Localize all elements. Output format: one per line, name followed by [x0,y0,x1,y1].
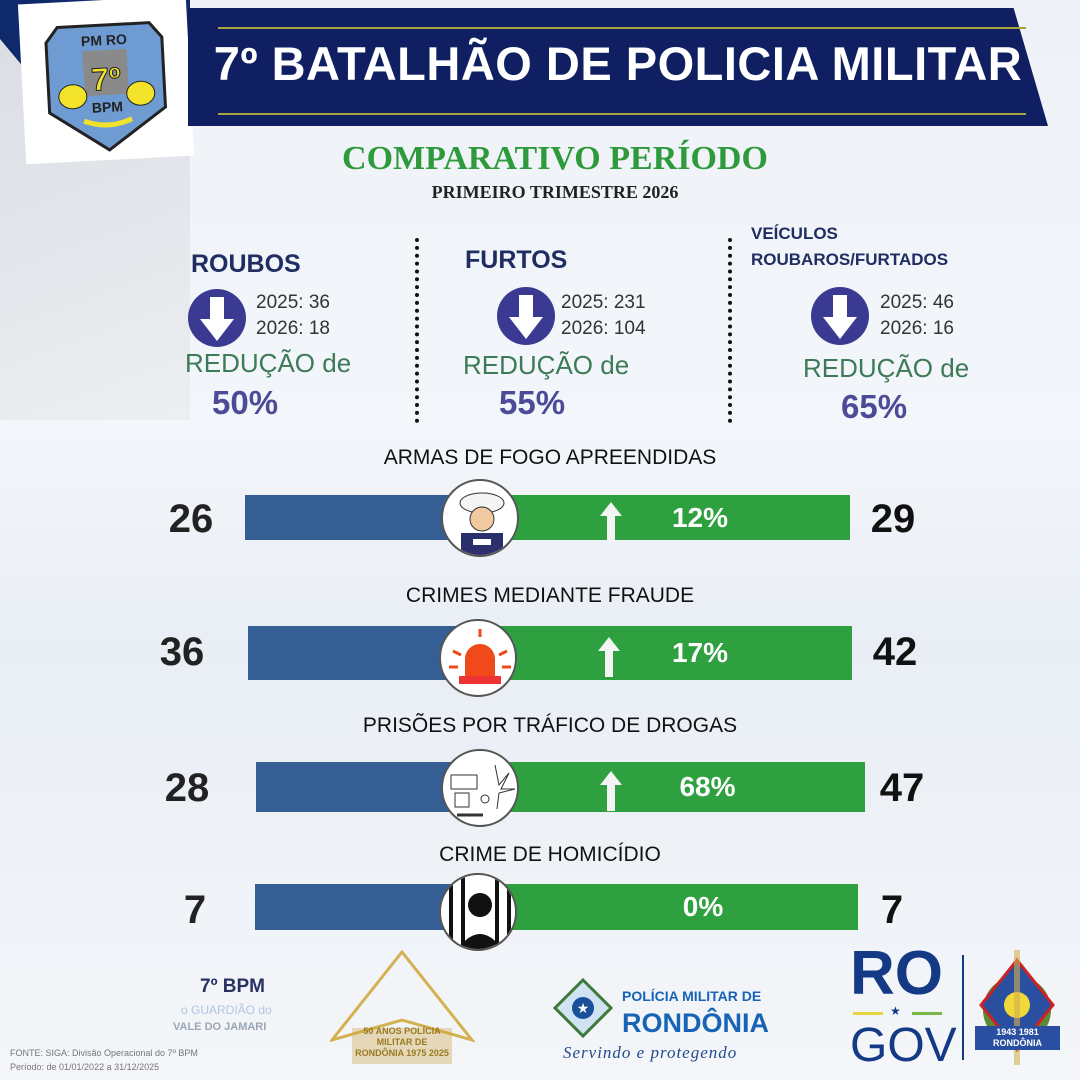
category-title-roubos: ROUBOS [191,250,301,278]
year-2025-value: 2025: 231 [561,292,646,313]
siren-icon [439,619,517,697]
reduction-percent: 55% [499,384,566,421]
svg-text:BPM: BPM [91,98,123,116]
bar-current: 0% [478,884,858,930]
value-current: 42 [872,630,918,674]
reduction-label: REDUÇÃO de [185,348,352,378]
battalion-logo: PM RO 7º BPM [17,0,195,165]
svg-text:7º: 7º [90,60,122,98]
bar-current: 17% [478,626,852,680]
arrow-up-icon [600,771,622,811]
pm-rondonia-line2: RONDÔNIA [622,1008,769,1038]
period-note: Período: de 01/01/2022 a 31/12/2025 [10,1062,160,1072]
value-current: 29 [870,497,916,541]
coat-ribbon-text: 1943 1981 RONDÔNIA [975,1026,1060,1050]
arrow-up-icon [600,501,622,542]
category-title-veiculos-line2: ROUBAROS/FURTADOS [751,250,949,269]
row-label: CRIME DE HOMICÍDIO [439,843,661,866]
year-2026-value: 2026: 16 [880,318,954,339]
police-officer-icon [441,479,519,557]
category-title-furtos: FURTOS [465,246,568,274]
bar-current: 12% [480,495,850,540]
year-2026-value: 2026: 104 [561,318,646,339]
gov-divider [962,955,964,1060]
ro-gov-star-icon: ★ [890,1004,901,1018]
50-years-text: 50 ANOS POLÍCIA MILITAR DE RONDÔNIA 1975… [355,1026,449,1058]
divider [728,238,732,423]
value-previous: 28 [164,766,210,810]
footer-tagline-2: VALE DO JAMARI [173,1021,267,1033]
svg-text:★: ★ [577,1000,590,1016]
year-2026-value: 2026: 18 [256,318,330,339]
svg-text:PM RO: PM RO [81,31,128,49]
ro-gov-green-line [912,1012,942,1015]
row-label: ARMAS DE FOGO APREENDIDAS [383,446,717,469]
footer-tagline: o GUARDIÃO do [181,1003,272,1017]
arrow-down-icon [188,289,246,347]
source-note: FONTE: SIGA: Divisão Operacional do 7º B… [10,1048,198,1058]
pm-rondonia-line1: POLÍCIA MILITAR DE [622,988,762,1004]
prisoner-icon [439,873,517,951]
value-previous: 7 [183,888,207,932]
pm-motto: Servindo e protegendo [563,1043,738,1062]
drugs-icon [441,749,519,827]
category-title-veiculos: VEÍCULOS [751,224,838,243]
banner-line-top [218,27,1026,29]
period-subtitle: PRIMEIRO TRIMESTRE 2026 [431,182,679,202]
page-title: 7º BATALHÃO DE POLICIA MILITAR [213,37,1023,90]
ro-gov-logo-ro: RO [850,939,943,1008]
change-percent: 0% [682,891,724,922]
reduction-label: REDUÇÃO de [463,350,630,380]
row-label: PRISÕES POR TRÁFICO DE DROGAS [362,714,738,737]
reduction-percent: 50% [212,384,279,421]
change-percent: 68% [679,771,736,802]
footer-bpm: 7º BPM [200,976,266,997]
arrow-down-icon [497,287,555,345]
bar-previous [245,495,480,540]
row-label: CRIMES MEDIANTE FRAUDE [405,584,695,607]
value-previous: 26 [168,497,214,541]
ro-gov-logo-gov: GOV [850,1019,957,1072]
section-title: COMPARATIVO PERÍODO [342,140,768,177]
reduction-percent: 65% [841,388,908,425]
rondonia-coat-of-arms: 1943 1981 RONDÔNIA [975,950,1060,1065]
reduction-label: REDUÇÃO de [803,353,970,383]
value-current: 47 [879,766,925,810]
50-years-logo: 50 ANOS POLÍCIA MILITAR DE RONDÔNIA 1975… [327,949,477,1075]
banner-line-bottom [218,113,1026,115]
value-previous: 36 [159,630,205,674]
arrow-up-icon [598,637,620,677]
change-percent: 17% [671,637,729,668]
divider [415,238,419,423]
arrow-down-icon [811,287,869,345]
year-2025-value: 2025: 46 [880,292,954,313]
value-current: 7 [880,888,904,932]
year-2025-value: 2025: 36 [256,292,330,313]
ro-gov-yellow-line [853,1012,883,1015]
change-percent: 12% [671,501,729,533]
pm-rondonia-emblem: ★ [552,977,614,1045]
bar-current: 68% [480,762,865,812]
